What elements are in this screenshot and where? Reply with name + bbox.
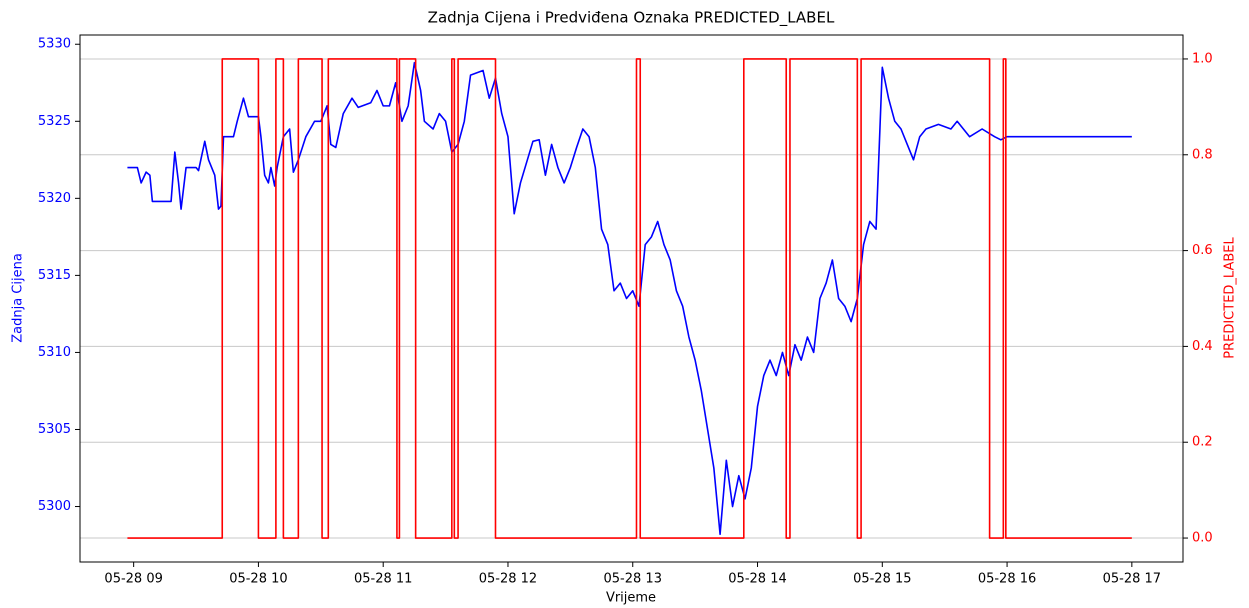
y2-tick-label: 0.6 xyxy=(1192,243,1213,258)
y2-tick-label: 0.2 xyxy=(1192,435,1213,450)
y-tick-label: 5305 xyxy=(38,422,71,437)
x-tick-label: 05-28 16 xyxy=(978,572,1036,587)
y-axis-label: Zadnja Cijena xyxy=(11,253,26,343)
line-series xyxy=(127,61,1132,536)
x-tick-label: 05-28 14 xyxy=(728,572,786,587)
y-tick-label: 5325 xyxy=(38,114,71,129)
y-tick-label: 5310 xyxy=(38,345,71,360)
y-tick-label: 5330 xyxy=(38,37,71,52)
x-tick-label: 05-28 17 xyxy=(1103,572,1161,587)
y2-tick-label: 0.4 xyxy=(1192,339,1213,354)
line-series xyxy=(127,58,1132,539)
y2-tick-label: 0.8 xyxy=(1192,147,1213,162)
chart-title: Zadnja Cijena i Predviđena Oznaka PREDIC… xyxy=(428,9,835,28)
y2-axis-label: PREDICTED_LABEL xyxy=(1223,237,1238,359)
y2-tick-label: 1.0 xyxy=(1192,51,1213,66)
x-tick-label: 05-28 09 xyxy=(104,572,162,587)
x-axis-label: Vrijeme xyxy=(606,591,656,606)
x-tick-label: 05-28 10 xyxy=(229,572,287,587)
y-tick-label: 5315 xyxy=(38,268,71,283)
x-tick-label: 05-28 11 xyxy=(354,572,412,587)
x-tick-label: 05-28 15 xyxy=(853,572,911,587)
x-tick-label: 05-28 12 xyxy=(479,572,537,587)
y2-tick-label: 0.0 xyxy=(1192,531,1213,546)
y-tick-label: 5300 xyxy=(38,499,71,514)
plot-frame xyxy=(79,34,1184,563)
x-tick-label: 05-28 13 xyxy=(604,572,662,587)
y-tick-label: 5320 xyxy=(38,191,71,206)
